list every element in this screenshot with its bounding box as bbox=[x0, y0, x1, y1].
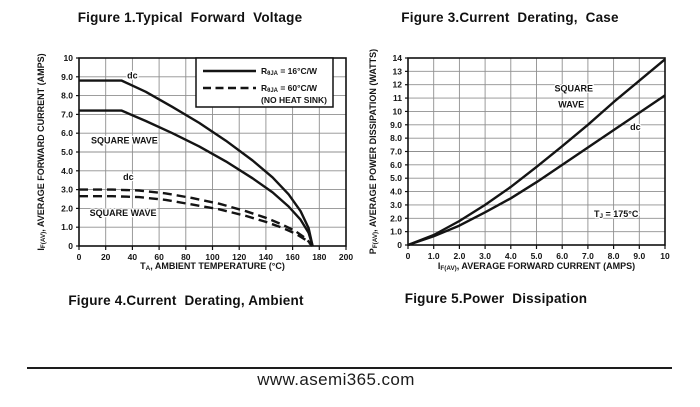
y-tick-label: 7.0 bbox=[61, 109, 73, 119]
x-tick-label: 4.0 bbox=[505, 251, 517, 261]
series-dc-r-ja-60c-w-no-heat-sink bbox=[79, 188, 314, 247]
figure3-title: Figure 3.Current Derating, Case bbox=[401, 10, 619, 25]
y-tick-label: 10 bbox=[393, 106, 403, 116]
chart-annotation: dc bbox=[123, 172, 134, 182]
y-tick-label: 3.0 bbox=[390, 200, 402, 210]
x-tick-label: 160 bbox=[286, 252, 300, 262]
y-tick-label: 6.0 bbox=[390, 160, 402, 170]
chart-annotation: dc bbox=[630, 122, 641, 132]
x-tick-label: 8.0 bbox=[608, 251, 620, 261]
y-tick-label: 13 bbox=[393, 66, 403, 76]
y-tick-label: 1.0 bbox=[61, 222, 73, 232]
y-tick-label: 9.0 bbox=[61, 72, 73, 82]
y-tick-label: 2.0 bbox=[61, 203, 73, 213]
figure5-caption: Figure 5.Power Dissipation bbox=[404, 291, 588, 306]
legend-label: RθJA = 16°C/W bbox=[261, 66, 318, 77]
series-square-wave bbox=[407, 58, 666, 247]
y-tick-label: 9.0 bbox=[390, 120, 402, 130]
x-tick-label: 180 bbox=[312, 252, 326, 262]
y-tick-label: 5.0 bbox=[390, 173, 402, 183]
legend-label: RθJA = 60°C/W bbox=[261, 83, 318, 94]
y-tick-label: 12 bbox=[393, 80, 403, 90]
y-tick-label: 0 bbox=[68, 241, 73, 251]
x-tick-label: 80 bbox=[181, 252, 191, 262]
legend-box bbox=[195, 57, 334, 108]
y-tick-label: 10 bbox=[64, 53, 74, 63]
x-tick-label: 60 bbox=[154, 252, 164, 262]
series-dc bbox=[407, 94, 666, 247]
y-axis-label: PF(AV), AVERAGE POWER DISSIPATION (WATTS… bbox=[368, 49, 379, 254]
series-square-wave-r-ja-60c-w-no-heat-sink bbox=[79, 195, 314, 247]
y-tick-label: 4.0 bbox=[390, 187, 402, 197]
chart-annotation: TJ = 175°C bbox=[594, 209, 639, 220]
y-axis-label: IF(AV), AVERAGE FORWARD CURRENT (AMPS) bbox=[36, 53, 47, 250]
website-url: www.asemi365.com bbox=[257, 370, 415, 389]
legend: RθJA = 16°C/W RθJA = 60°C/W(NO HEAT SINK) bbox=[195, 57, 334, 108]
chart-annotation: SQUARE bbox=[555, 83, 594, 93]
y-tick-label: 8.0 bbox=[61, 91, 73, 101]
x-tick-label: 3.0 bbox=[479, 251, 491, 261]
x-axis-label: TA, AMBIENT TEMPERATURE (°C) bbox=[140, 261, 285, 272]
y-tick-label: 11 bbox=[393, 93, 402, 103]
x-tick-label: 200 bbox=[339, 252, 353, 262]
y-tick-label: 6.0 bbox=[61, 128, 73, 138]
figure1-title: Figure 1.Typical Forward Voltage bbox=[77, 10, 303, 25]
x-tick-label: 40 bbox=[128, 252, 138, 262]
chart-annotation: WAVE bbox=[558, 99, 584, 109]
footer-divider bbox=[27, 367, 672, 369]
series-dc-r-ja-16c-w bbox=[79, 79, 314, 247]
x-tick-label: 120 bbox=[232, 252, 246, 262]
chart-power-dissipation: 0 1.0 2.0 3.0 4.0 5.0 6.0 7.0 8.0 9.0 10 0 1.0 2.0 3.0… bbox=[368, 49, 670, 272]
x-tick-label: 1.0 bbox=[428, 251, 440, 261]
y-tick-label: 14 bbox=[393, 53, 403, 63]
y-tick-label: 4.0 bbox=[61, 166, 73, 176]
chart-annotation: SQUARE WAVE bbox=[90, 208, 157, 218]
x-tick-label: 0 bbox=[406, 251, 411, 261]
y-tick-label: 8.0 bbox=[390, 133, 402, 143]
x-tick-label: 20 bbox=[101, 252, 111, 262]
x-tick-label: 10 bbox=[660, 251, 670, 261]
figure4-caption: Figure 4.Current Derating, Ambient bbox=[68, 293, 304, 308]
series-square-wave-r-ja-16c-w bbox=[79, 109, 314, 247]
x-tick-label: 100 bbox=[205, 252, 219, 262]
x-tick-label: 0 bbox=[77, 252, 82, 262]
y-tick-label: 3.0 bbox=[61, 185, 73, 195]
x-tick-label: 6.0 bbox=[556, 251, 568, 261]
x-tick-label: 140 bbox=[259, 252, 273, 262]
legend-note: (NO HEAT SINK) bbox=[261, 95, 327, 105]
x-tick-label: 9.0 bbox=[633, 251, 645, 261]
x-axis-label: IF(AV), AVERAGE FORWARD CURRENT (AMPS) bbox=[438, 261, 635, 272]
y-tick-label: 7.0 bbox=[390, 147, 402, 157]
y-tick-label: 5.0 bbox=[61, 147, 73, 157]
y-tick-label: 0 bbox=[397, 240, 402, 250]
x-tick-label: 2.0 bbox=[453, 251, 465, 261]
y-tick-label: 2.0 bbox=[390, 213, 402, 223]
chart-annotation: SQUARE WAVE bbox=[91, 136, 158, 146]
y-tick-label: 1.0 bbox=[390, 227, 402, 237]
chart-annotation: dc bbox=[127, 71, 138, 81]
chart-current-derating-ambient: 0 20 40 60 80 100 120 140 160 180 200 0 1.0 2.0 3.0 4.0… bbox=[36, 53, 353, 272]
x-tick-label: 7.0 bbox=[582, 251, 594, 261]
x-tick-label: 5.0 bbox=[531, 251, 543, 261]
